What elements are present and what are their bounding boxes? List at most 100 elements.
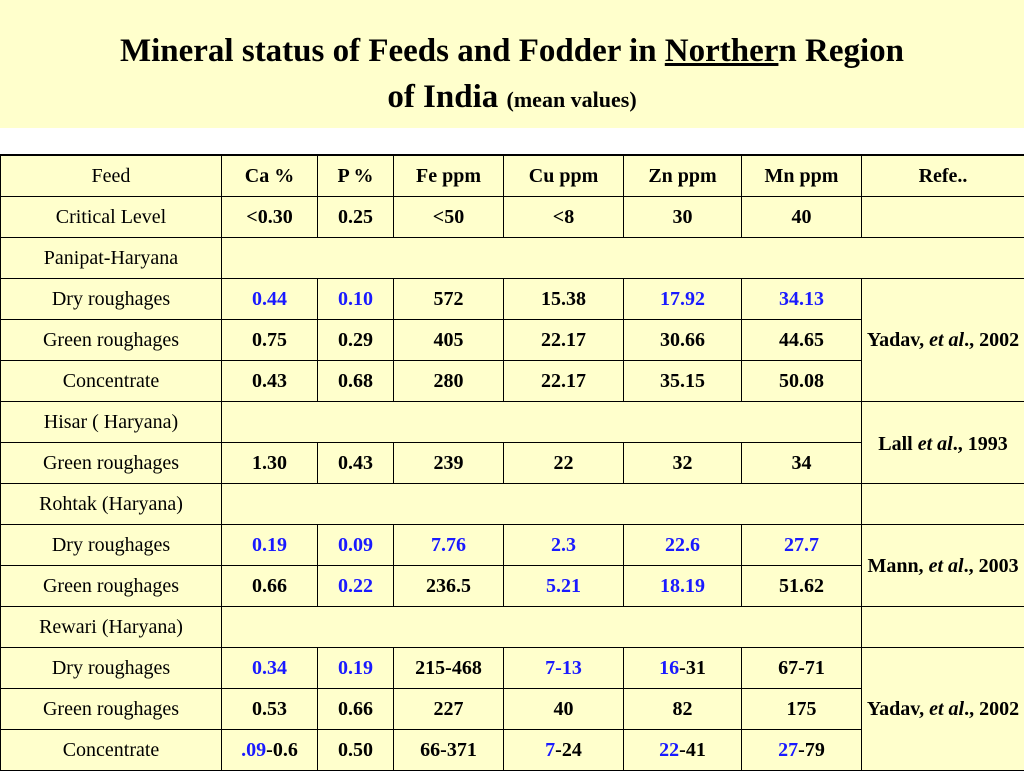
cell-cu: 5.21 <box>504 566 624 607</box>
slide-title: Mineral status of Feeds and Fodder in No… <box>0 28 1024 123</box>
cell-mn: 67-71 <box>742 648 862 689</box>
header-zn: Zn ppm <box>624 155 742 197</box>
cell-cu: 22.17 <box>504 361 624 402</box>
cell-ca: .09-0.6 <box>222 730 318 771</box>
cell-ca: <0.30 <box>222 197 318 238</box>
table-row: Dry roughages 0.19 0.09 7.76 2.3 22.6 27… <box>1 525 1024 566</box>
cell-ca: 0.53 <box>222 689 318 730</box>
cell-p: 0.25 <box>318 197 394 238</box>
title-subtitle: (mean values) <box>507 87 637 112</box>
group-label-panipat: Panipat-Haryana <box>1 238 222 279</box>
cell-zn: 22-41 <box>624 730 742 771</box>
reference-yadav-2002: Yadav, et al., 2002 <box>862 279 1024 402</box>
feed-label: Dry roughages <box>1 648 222 689</box>
cell-cu: 7-24 <box>504 730 624 771</box>
cell-zn: 17.92 <box>624 279 742 320</box>
cell-cu: 7-13 <box>504 648 624 689</box>
header-feed: Feed <box>1 155 222 197</box>
cell-fe: 227 <box>394 689 504 730</box>
cell-ref-empty <box>862 197 1024 238</box>
feed-label: Concentrate <box>1 361 222 402</box>
cell-fe: 236.5 <box>394 566 504 607</box>
reference-yadav-2002-b: Yadav, et al., 2002 <box>862 648 1024 771</box>
cell-mn: 44.65 <box>742 320 862 361</box>
cell-ref-empty <box>862 607 1024 648</box>
cell-fe: <50 <box>394 197 504 238</box>
group-spacer <box>222 607 862 648</box>
cell-zn: 22.6 <box>624 525 742 566</box>
critical-row: Critical Level <0.30 0.25 <50 <8 30 40 <box>1 197 1024 238</box>
cell-zn: 30.66 <box>624 320 742 361</box>
group-row-hisar: Hisar ( Haryana) Lall et al., 1993 <box>1 402 1024 443</box>
cell-fe: 215-468 <box>394 648 504 689</box>
cell-cu: 40 <box>504 689 624 730</box>
cell-mn: 50.08 <box>742 361 862 402</box>
cell-cu: 22 <box>504 443 624 484</box>
reference-mann-2003: Mann, et al., 2003 <box>862 525 1024 607</box>
group-row-rewari: Rewari (Haryana) <box>1 607 1024 648</box>
header-mn: Mn ppm <box>742 155 862 197</box>
title-text-1: Mineral status of Feeds and Fodder in <box>120 33 665 69</box>
table-row: Dry roughages 0.34 0.19 215-468 7-13 16-… <box>1 648 1024 689</box>
feed-label: Green roughages <box>1 566 222 607</box>
cell-mn: 27.7 <box>742 525 862 566</box>
cell-zn: 30 <box>624 197 742 238</box>
cell-fe: 280 <box>394 361 504 402</box>
feed-label: Green roughages <box>1 443 222 484</box>
group-spacer <box>222 238 1024 279</box>
cell-p: 0.66 <box>318 689 394 730</box>
cell-mn: 34.13 <box>742 279 862 320</box>
header-cu: Cu ppm <box>504 155 624 197</box>
cell-zn: 18.19 <box>624 566 742 607</box>
cell-cu: 22.17 <box>504 320 624 361</box>
group-label-hisar: Hisar ( Haryana) <box>1 402 222 443</box>
feed-label: Concentrate <box>1 730 222 771</box>
cell-mn: 27-79 <box>742 730 862 771</box>
title-text-3: of India <box>387 79 506 115</box>
cell-cu: 15.38 <box>504 279 624 320</box>
cell-mn: 40 <box>742 197 862 238</box>
cell-fe: 572 <box>394 279 504 320</box>
cell-zn: 32 <box>624 443 742 484</box>
header-row: Feed Ca % P % Fe ppm Cu ppm Zn ppm Mn pp… <box>1 155 1024 197</box>
cell-p: 0.22 <box>318 566 394 607</box>
feed-label: Green roughages <box>1 320 222 361</box>
header-ca: Ca % <box>222 155 318 197</box>
cell-ca: 0.66 <box>222 566 318 607</box>
cell-fe: 66-371 <box>394 730 504 771</box>
cell-ref-empty <box>862 484 1024 525</box>
title-text-2: n Region <box>778 33 904 69</box>
cell-ca: 1.30 <box>222 443 318 484</box>
feed-label: Dry roughages <box>1 279 222 320</box>
cell-p: 0.43 <box>318 443 394 484</box>
cell-ca: 0.44 <box>222 279 318 320</box>
cell-fe: 7.76 <box>394 525 504 566</box>
cell-cu: 2.3 <box>504 525 624 566</box>
group-spacer <box>222 402 862 443</box>
table-row: Dry roughages 0.44 0.10 572 15.38 17.92 … <box>1 279 1024 320</box>
cell-fe: 405 <box>394 320 504 361</box>
cell-p: 0.68 <box>318 361 394 402</box>
header-p: P % <box>318 155 394 197</box>
cell-p: 0.09 <box>318 525 394 566</box>
reference-lall-1993: Lall et al., 1993 <box>862 402 1024 484</box>
cell-fe: 239 <box>394 443 504 484</box>
cell-zn: 82 <box>624 689 742 730</box>
header-ref: Refe.. <box>862 155 1024 197</box>
cell-zn: 35.15 <box>624 361 742 402</box>
cell-cu: <8 <box>504 197 624 238</box>
group-row-panipat: Panipat-Haryana <box>1 238 1024 279</box>
cell-p: 0.50 <box>318 730 394 771</box>
cell-mn: 34 <box>742 443 862 484</box>
cell-ca: 0.43 <box>222 361 318 402</box>
cell-p: 0.29 <box>318 320 394 361</box>
cell-zn: 16-31 <box>624 648 742 689</box>
cell-p: 0.19 <box>318 648 394 689</box>
cell-mn: 51.62 <box>742 566 862 607</box>
cell-p: 0.10 <box>318 279 394 320</box>
header-fe: Fe ppm <box>394 155 504 197</box>
feed-label: Dry roughages <box>1 525 222 566</box>
critical-label: Critical Level <box>1 197 222 238</box>
mineral-table: Feed Ca % P % Fe ppm Cu ppm Zn ppm Mn pp… <box>0 154 1024 771</box>
cell-ca: 0.75 <box>222 320 318 361</box>
